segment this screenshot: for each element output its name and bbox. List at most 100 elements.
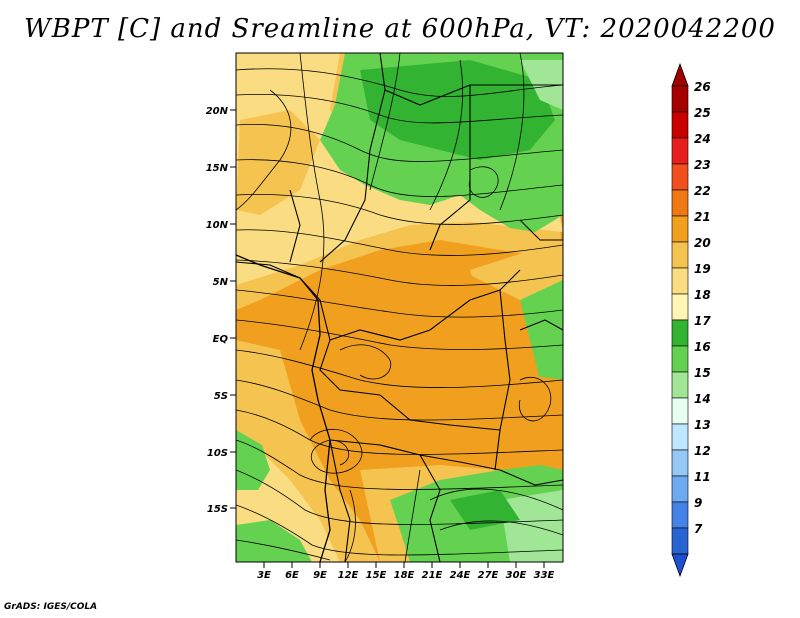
colorbar-label: 16 bbox=[694, 340, 711, 354]
lat-label: 5S bbox=[214, 391, 228, 402]
colorbar-label: 14 bbox=[694, 392, 711, 406]
streamline bbox=[339, 344, 392, 380]
lat-label: 15N bbox=[206, 163, 229, 174]
colorbar-swatch bbox=[671, 267, 689, 295]
coastline bbox=[236, 254, 331, 562]
streamline bbox=[236, 319, 563, 350]
colorbar-label: 12 bbox=[694, 444, 711, 458]
colorbar-swatch bbox=[671, 423, 689, 451]
border bbox=[499, 469, 563, 486]
y-axis: 20N 15N 10N 5N EQ 5S 10S 15S bbox=[206, 106, 236, 515]
colorbar-swatch bbox=[671, 319, 689, 347]
colorbar-swatch bbox=[671, 293, 689, 321]
streamline bbox=[404, 469, 421, 562]
lon-label: 3E bbox=[257, 570, 271, 581]
lon-label: 12E bbox=[338, 570, 359, 581]
lon-label: 15E bbox=[366, 570, 387, 581]
lon-label: 21E bbox=[422, 570, 443, 581]
border bbox=[319, 89, 386, 263]
border bbox=[429, 85, 471, 251]
lon-label: 6E bbox=[285, 570, 299, 581]
border bbox=[319, 339, 501, 431]
colorbar-swatch bbox=[671, 397, 689, 425]
colorbar-label: 7 bbox=[694, 522, 703, 536]
streamline bbox=[236, 469, 563, 525]
colorbar: 26 25 24 23 22 21 20 19 18 17 16 15 14 13 12 11 9 7 bbox=[671, 62, 711, 578]
lon-label: 18E bbox=[394, 570, 415, 581]
map-title: WBPT [C] and Sreamline at 600hPa, VT: 20… bbox=[24, 14, 776, 44]
streamline bbox=[499, 53, 525, 211]
streamline bbox=[236, 289, 563, 318]
streamline bbox=[236, 379, 563, 421]
streamline bbox=[236, 124, 563, 162]
lon-label: 33E bbox=[534, 570, 555, 581]
streamline bbox=[236, 93, 563, 124]
streamline bbox=[236, 68, 563, 97]
lon-label: 27E bbox=[478, 570, 499, 581]
streamline bbox=[344, 489, 356, 562]
colorbar-label: 9 bbox=[694, 496, 702, 510]
streamline bbox=[369, 53, 401, 191]
region-orange-central-dark bbox=[290, 270, 540, 460]
region-green-southwest bbox=[236, 520, 312, 562]
colorbar-label: 19 bbox=[694, 262, 711, 276]
colorbar-swatch bbox=[671, 371, 689, 399]
streamline bbox=[236, 409, 563, 455]
streamline bbox=[236, 504, 563, 556]
lat-label: EQ bbox=[213, 334, 229, 345]
colorbar-swatch bbox=[671, 215, 689, 243]
lat-label: 15S bbox=[207, 504, 228, 515]
streamline bbox=[518, 377, 552, 422]
lon-label: 24E bbox=[450, 570, 471, 581]
colorbar-label: 25 bbox=[694, 106, 711, 120]
colorbar-swatch bbox=[671, 241, 689, 269]
colorbar-swatch bbox=[671, 189, 689, 217]
border bbox=[494, 289, 511, 471]
colorbar-label: 23 bbox=[694, 158, 711, 172]
border bbox=[379, 53, 563, 106]
streamline bbox=[468, 166, 499, 198]
streamline bbox=[236, 89, 292, 211]
colorbar-swatch bbox=[671, 475, 689, 503]
colorbar-swatch bbox=[671, 345, 689, 373]
lat-label: 5N bbox=[213, 277, 229, 288]
border bbox=[329, 439, 351, 562]
border bbox=[329, 439, 441, 562]
region-green-dark-southeast bbox=[450, 490, 520, 530]
x-axis: 3E 6E 9E 12E 15E 18E 21E 24E 27E 30E 33E bbox=[257, 562, 555, 581]
colorbar-swatch bbox=[671, 449, 689, 477]
colorbar-arrow-bottom bbox=[671, 553, 689, 578]
streamline bbox=[236, 193, 563, 225]
region-green-west bbox=[236, 430, 270, 490]
lat-label: 20N bbox=[206, 106, 229, 117]
border bbox=[519, 319, 563, 331]
streamline bbox=[439, 520, 563, 536]
region-yellow-band bbox=[236, 53, 563, 285]
colorbar-swatch bbox=[671, 163, 689, 191]
streamline bbox=[236, 349, 563, 388]
coastline-west bbox=[236, 254, 331, 562]
grads-credit: GrADS: IGES/COLA bbox=[4, 602, 98, 612]
colorbar-arrow-top bbox=[671, 62, 689, 87]
streamline bbox=[309, 428, 363, 474]
colorbar-label: 21 bbox=[694, 210, 711, 224]
colorbar-label: 18 bbox=[694, 288, 711, 302]
map-panel bbox=[236, 53, 563, 562]
colorbar-swatch bbox=[671, 111, 689, 139]
colorbar-label: 13 bbox=[694, 418, 711, 432]
border bbox=[289, 189, 301, 263]
lat-label: 10S bbox=[207, 448, 228, 459]
colorbar-swatch bbox=[671, 85, 689, 113]
colorbar-label: 20 bbox=[694, 236, 711, 250]
lat-label: 10N bbox=[206, 220, 229, 231]
colorbar-swatch bbox=[671, 527, 689, 555]
colorbar-label: 22 bbox=[694, 184, 711, 198]
colorbar-label: 11 bbox=[694, 470, 711, 484]
border bbox=[519, 219, 563, 241]
streamline bbox=[236, 229, 563, 256]
colorbar-swatch bbox=[671, 501, 689, 529]
colorbar-label: 26 bbox=[694, 80, 711, 94]
lon-label: 9E bbox=[313, 570, 327, 581]
map-frame bbox=[235, 52, 564, 563]
